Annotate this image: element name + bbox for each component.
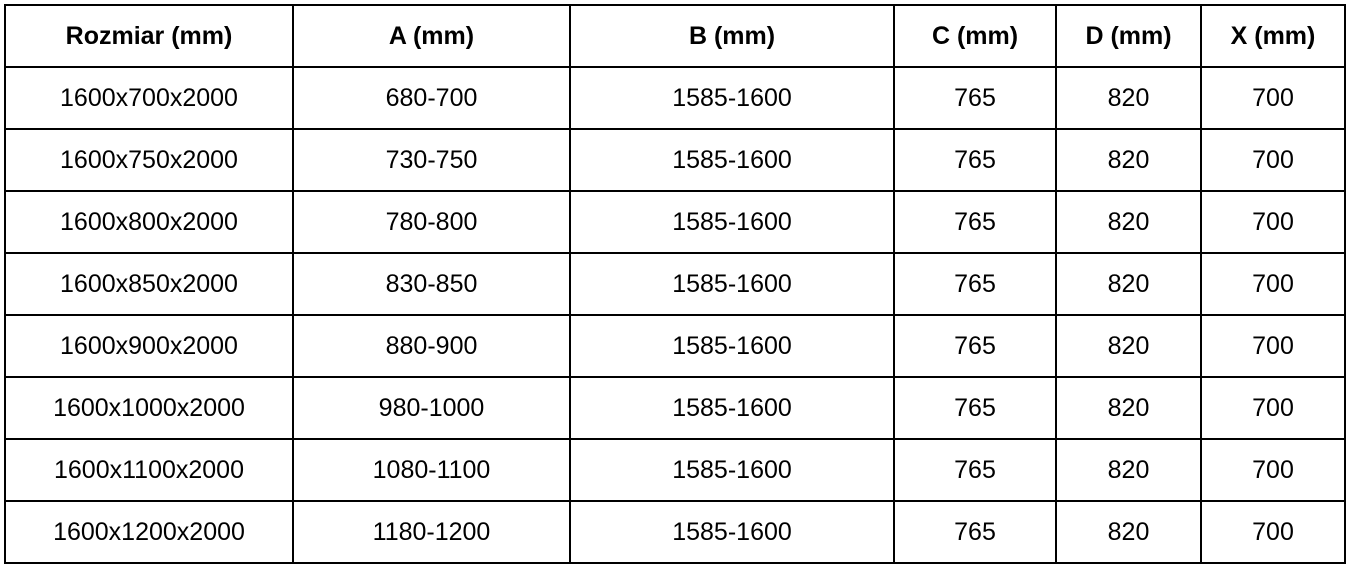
table-cell: 820	[1055, 376, 1202, 440]
table-cell: 1600x750x2000	[4, 128, 294, 192]
table-cell: 700	[1200, 190, 1346, 254]
column-header: Rozmiar (mm)	[4, 4, 294, 68]
table-cell: 820	[1055, 66, 1202, 130]
table-row: 1600x1000x2000 980-1000 1585-1600 765 820 700	[4, 376, 1346, 440]
table-cell: 820	[1055, 190, 1202, 254]
table-cell: 820	[1055, 438, 1202, 502]
table-cell: 820	[1055, 252, 1202, 316]
table-cell: 780-800	[292, 190, 571, 254]
table-cell: 1585-1600	[569, 190, 895, 254]
table-row: 1600x900x2000 880-900 1585-1600 765 820 700	[4, 314, 1346, 378]
table-cell: 765	[893, 376, 1057, 440]
table-cell: 1600x850x2000	[4, 252, 294, 316]
table-cell: 1600x700x2000	[4, 66, 294, 130]
table-cell: 1080-1100	[292, 438, 571, 502]
table-cell: 1585-1600	[569, 376, 895, 440]
table-cell: 830-850	[292, 252, 571, 316]
table-cell: 880-900	[292, 314, 571, 378]
table-cell: 820	[1055, 500, 1202, 564]
column-header: B (mm)	[569, 4, 895, 68]
header-row: Rozmiar (mm) A (mm) B (mm) C (mm) D (mm) X (m…	[4, 4, 1346, 68]
table-cell: 765	[893, 252, 1057, 316]
table-cell: 765	[893, 128, 1057, 192]
table-cell: 680-700	[292, 66, 571, 130]
table-row: 1600x750x2000 730-750 1585-1600 765 820 700	[4, 128, 1346, 192]
table-cell: 700	[1200, 500, 1346, 564]
table-cell: 1180-1200	[292, 500, 571, 564]
table-cell: 700	[1200, 314, 1346, 378]
table-cell: 1600x900x2000	[4, 314, 294, 378]
table-cell: 820	[1055, 128, 1202, 192]
table-cell: 1585-1600	[569, 128, 895, 192]
dimensions-table: Rozmiar (mm) A (mm) B (mm) C (mm) D (mm) X (m…	[4, 4, 1346, 564]
table-cell: 1600x1200x2000	[4, 500, 294, 564]
table-row: 1600x850x2000 830-850 1585-1600 765 820 700	[4, 252, 1346, 316]
column-header: C (mm)	[893, 4, 1057, 68]
table-cell: 1600x800x2000	[4, 190, 294, 254]
table-cell: 700	[1200, 128, 1346, 192]
table-cell: 1600x1000x2000	[4, 376, 294, 440]
table-cell: 765	[893, 438, 1057, 502]
table-row: 1600x800x2000 780-800 1585-1600 765 820 700	[4, 190, 1346, 254]
table-cell: 765	[893, 190, 1057, 254]
table-cell: 1585-1600	[569, 438, 895, 502]
table-cell: 700	[1200, 376, 1346, 440]
table-row: 1600x700x2000 680-700 1585-1600 765 820 700	[4, 66, 1346, 130]
table-cell: 765	[893, 500, 1057, 564]
column-header: A (mm)	[292, 4, 571, 68]
column-header: D (mm)	[1055, 4, 1202, 68]
table-row: 1600x1100x2000 1080-1100 1585-1600 765 820 70…	[4, 438, 1346, 502]
table-cell: 1585-1600	[569, 500, 895, 564]
column-header: X (mm)	[1200, 4, 1346, 68]
table-cell: 730-750	[292, 128, 571, 192]
table-cell: 1585-1600	[569, 252, 895, 316]
table-cell: 765	[893, 314, 1057, 378]
table-cell: 765	[893, 66, 1057, 130]
table-cell: 980-1000	[292, 376, 571, 440]
table-cell: 700	[1200, 66, 1346, 130]
table-cell: 820	[1055, 314, 1202, 378]
table-cell: 700	[1200, 438, 1346, 502]
table-cell: 1600x1100x2000	[4, 438, 294, 502]
table-cell: 1585-1600	[569, 66, 895, 130]
table-cell: 700	[1200, 252, 1346, 316]
table-row: 1600x1200x2000 1180-1200 1585-1600 765 820 70…	[4, 500, 1346, 564]
table-cell: 1585-1600	[569, 314, 895, 378]
